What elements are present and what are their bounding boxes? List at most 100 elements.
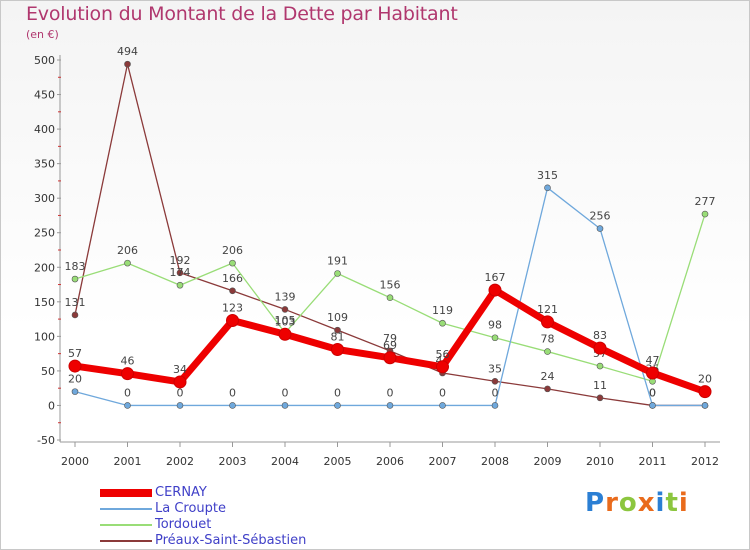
- data-point: [71, 388, 79, 395]
- data-point: [334, 270, 341, 277]
- x-tick-label: 2002: [166, 455, 194, 468]
- data-point: [229, 259, 236, 267]
- x-tick-label: 2010: [586, 455, 614, 468]
- data-label: 0: [177, 386, 184, 399]
- data-point: [544, 184, 551, 192]
- data-point: [491, 402, 499, 409]
- data-label: 56: [436, 348, 450, 361]
- data-point: [544, 348, 551, 355]
- data-label: 139: [275, 290, 296, 303]
- data-point: [596, 225, 604, 232]
- data-point: [491, 377, 499, 385]
- data-label: 206: [222, 244, 243, 257]
- data-label: 57: [68, 347, 82, 360]
- data-point: [491, 334, 499, 342]
- data-point: [439, 319, 446, 327]
- data-label: 191: [327, 254, 348, 267]
- data-label: 69: [383, 339, 397, 352]
- data-label: 0: [282, 386, 289, 399]
- x-tick-label: 2000: [61, 455, 89, 468]
- data-point: [71, 275, 79, 283]
- x-tick-label: 2004: [271, 455, 299, 468]
- y-tick-label: -50: [37, 434, 55, 447]
- data-label: 315: [537, 169, 558, 182]
- data-label: 47: [646, 354, 660, 367]
- data-label: 131: [65, 296, 86, 309]
- legend-label: CERNAY: [155, 485, 207, 500]
- y-tick-label: 250: [34, 227, 55, 240]
- data-label: 0: [387, 386, 394, 399]
- data-point: [229, 287, 236, 295]
- y-tick-label: 100: [34, 330, 55, 343]
- data-point: [386, 294, 394, 301]
- x-tick-label: 2001: [114, 455, 142, 468]
- data-label: 494: [117, 45, 138, 58]
- y-tick-label: 300: [34, 192, 55, 205]
- legend-swatch: [100, 540, 152, 542]
- y-tick-label: 50: [41, 365, 55, 378]
- data-point: [596, 362, 604, 370]
- x-tick-label: 2008: [481, 455, 509, 468]
- data-point: [541, 315, 554, 329]
- data-point: [229, 402, 236, 409]
- data-point: [334, 402, 341, 409]
- data-label: 98: [488, 319, 502, 332]
- data-point: [278, 327, 292, 341]
- data-label: 166: [222, 272, 243, 285]
- data-point: [121, 367, 134, 381]
- chart-unit-label: (en €): [26, 28, 59, 41]
- data-label: 156: [380, 279, 401, 292]
- y-tick-label: 350: [34, 158, 55, 171]
- data-point: [488, 283, 502, 297]
- legend-swatch: [100, 489, 152, 497]
- data-label: 35: [488, 362, 502, 375]
- data-label: 105: [275, 314, 296, 327]
- data-label: 11: [593, 379, 607, 392]
- x-tick-label: 2009: [534, 455, 562, 468]
- data-label: 103: [275, 315, 296, 328]
- data-label: 0: [492, 386, 499, 399]
- data-label: 46: [121, 355, 135, 368]
- data-label: 183: [65, 260, 86, 273]
- data-point: [176, 402, 184, 409]
- x-tick-label: 2003: [219, 455, 247, 468]
- data-label: 79: [383, 332, 397, 345]
- chart-title: Evolution du Montant de la Dette par Hab…: [26, 3, 458, 25]
- data-point: [176, 269, 184, 277]
- y-tick-label: 400: [34, 123, 55, 136]
- data-label: 83: [593, 329, 607, 342]
- data-label: 119: [432, 304, 453, 317]
- data-point: [544, 385, 551, 393]
- data-point: [701, 210, 709, 218]
- data-label: 0: [649, 386, 656, 399]
- data-point: [124, 402, 131, 409]
- data-point: [649, 402, 656, 409]
- data-label: 24: [541, 370, 555, 383]
- y-tick-label: 150: [34, 296, 55, 309]
- data-label: 34: [173, 363, 187, 376]
- data-point: [698, 385, 712, 399]
- data-label: 277: [695, 195, 716, 208]
- data-label: 0: [229, 386, 236, 399]
- data-label: 174: [170, 266, 191, 279]
- data-point: [124, 60, 131, 68]
- data-point: [281, 306, 289, 313]
- legend-swatch: [100, 524, 152, 526]
- data-point: [281, 402, 289, 409]
- x-tick-label: 2011: [639, 455, 667, 468]
- data-label: 121: [537, 303, 558, 316]
- y-tick-label: 0: [48, 399, 55, 412]
- data-label: 206: [117, 244, 138, 257]
- data-point: [71, 311, 79, 319]
- data-label: 81: [331, 330, 345, 343]
- data-point: [439, 402, 446, 409]
- y-tick-label: 450: [34, 89, 55, 102]
- data-point: [386, 402, 394, 409]
- data-point: [383, 351, 397, 365]
- data-point: [334, 326, 341, 334]
- data-label: 20: [68, 373, 82, 386]
- legend-label: Préaux-Saint-Sébastien: [155, 533, 307, 548]
- data-point: [701, 402, 709, 409]
